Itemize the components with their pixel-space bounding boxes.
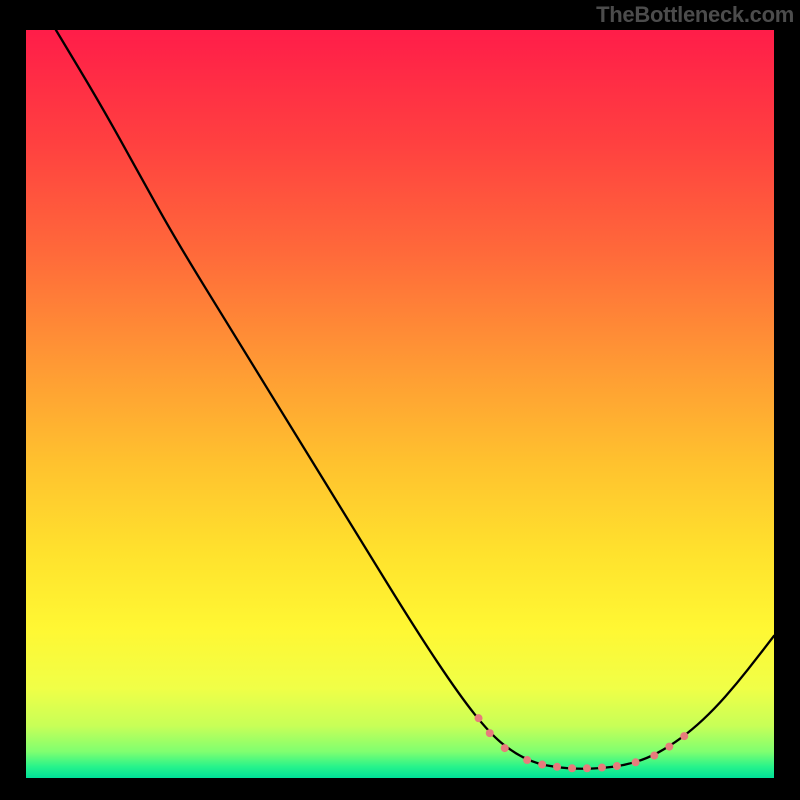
curve-marker (486, 729, 494, 737)
plot-area (26, 30, 774, 778)
curve-marker (523, 756, 531, 764)
curve-marker (583, 764, 591, 772)
curve-marker (553, 763, 561, 771)
curve-marker (598, 764, 606, 772)
curve-marker (650, 752, 658, 760)
curve-marker (568, 764, 576, 772)
plot-background (26, 30, 774, 778)
curve-marker (632, 758, 640, 766)
plot-svg (26, 30, 774, 778)
watermark-text: TheBottleneck.com (596, 2, 794, 28)
curve-marker (613, 762, 621, 770)
curve-marker (501, 744, 509, 752)
curve-marker (475, 714, 483, 722)
chart-container: TheBottleneck.com (0, 0, 800, 800)
curve-marker (538, 761, 546, 769)
curve-marker (680, 732, 688, 740)
curve-marker (665, 743, 673, 751)
